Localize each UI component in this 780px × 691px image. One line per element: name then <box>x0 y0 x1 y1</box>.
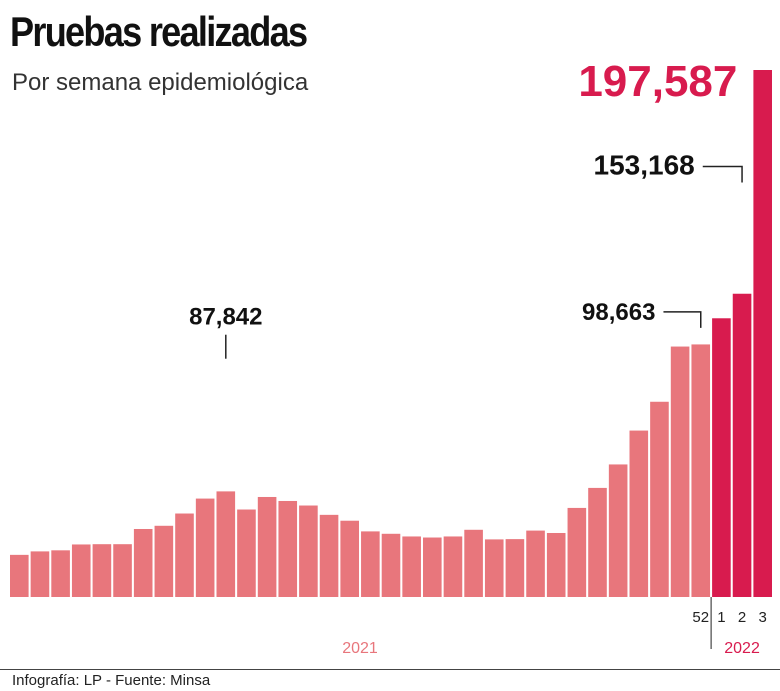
bar <box>464 529 483 597</box>
footer-divider <box>0 669 780 670</box>
bar <box>691 344 711 597</box>
bar <box>588 487 607 597</box>
bar <box>670 346 690 597</box>
bar <box>712 318 731 597</box>
bar <box>10 554 29 597</box>
bar <box>278 500 298 597</box>
bar <box>402 536 421 597</box>
bar <box>732 293 752 597</box>
week-tick-label: 1 <box>717 609 725 626</box>
bar <box>257 496 277 597</box>
bar <box>237 509 256 597</box>
bar <box>361 531 380 597</box>
chart-subtitle: Por semana epidemiológica <box>12 69 309 96</box>
bar <box>505 539 525 597</box>
chart-title: Pruebas realizadas <box>10 8 308 55</box>
highlight-value: 197,587 <box>578 57 737 106</box>
bar <box>546 532 566 597</box>
bar <box>51 550 70 597</box>
bar <box>650 401 669 597</box>
bar <box>71 544 91 597</box>
bar <box>319 514 339 597</box>
bar <box>340 520 359 597</box>
annotation-leader <box>663 311 702 328</box>
year-label: 2022 <box>724 640 760 657</box>
annotation-label: 153,168 <box>594 149 695 180</box>
bar <box>216 491 236 597</box>
bar <box>154 525 174 597</box>
annotation-leader <box>702 165 743 183</box>
source-credit: Infografía: LP - Fuente: Minsa <box>12 672 211 689</box>
bar <box>133 528 153 597</box>
bar <box>608 464 628 597</box>
bar <box>195 498 215 597</box>
bar <box>443 536 463 597</box>
bar <box>629 430 649 597</box>
bar <box>175 513 194 597</box>
bar <box>299 505 318 597</box>
annotation-label: 87,842 <box>189 304 262 331</box>
year-label: 2021 <box>342 640 378 657</box>
bar <box>30 551 50 597</box>
week-tick-label: 3 <box>759 609 767 626</box>
bar <box>113 544 132 597</box>
bar <box>567 507 587 597</box>
bar <box>423 537 442 597</box>
bar <box>753 70 772 597</box>
bar <box>92 544 112 597</box>
bar-chart: 52 1 2 3 2021 2022 87,842 98,663 153,168 197,587 <box>10 57 772 657</box>
bar <box>381 533 401 597</box>
annotation-label: 98,663 <box>582 299 655 326</box>
week-tick-label: 2 <box>738 609 746 626</box>
bar <box>484 539 504 597</box>
bar <box>526 530 545 597</box>
week-tick-label: 52 <box>692 609 709 626</box>
